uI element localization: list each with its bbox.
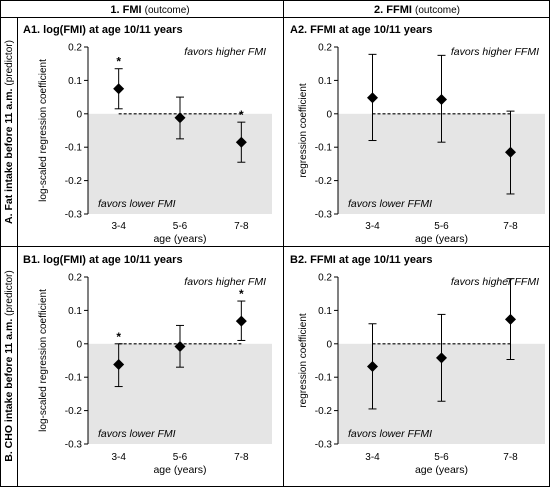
y-tick-label: -0.2 xyxy=(65,176,83,187)
x-axis-label: age (years) xyxy=(153,233,206,245)
y-tick-label: -0.1 xyxy=(65,373,83,384)
x-tick-label: 5-6 xyxy=(173,452,188,463)
column-header-1-name: FMI xyxy=(123,4,142,16)
y-axis-label: regression coefficient xyxy=(298,83,309,178)
column-header-2: 2. FFMI (outcome) xyxy=(374,4,460,16)
annotation-favors-lower: favors lower FFMI xyxy=(348,428,432,440)
y-tick-label: -0.2 xyxy=(315,176,333,187)
data-point-diamond xyxy=(113,83,125,95)
column-header-2-note: (outcome) xyxy=(415,5,460,16)
column-header-2-number: 2. xyxy=(374,4,383,16)
x-tick-label: 5-6 xyxy=(434,452,449,463)
x-tick-label: 3-4 xyxy=(365,221,380,232)
y-axis-label: regression coefficient xyxy=(298,313,309,408)
row-header-b: B. CHO intake before 11 a.m. (predictor) xyxy=(3,270,15,461)
annotation-favors-lower: favors lower FMI xyxy=(98,428,176,440)
column-header-1-number: 1. xyxy=(110,4,119,16)
column-header-1-note: (outcome) xyxy=(145,5,190,16)
data-point-diamond xyxy=(436,352,447,364)
column-header-2-name: FFMI xyxy=(386,4,412,16)
x-tick-label: 3-4 xyxy=(111,452,126,463)
x-axis-label: age (years) xyxy=(415,233,468,245)
data-point-diamond xyxy=(367,92,378,104)
significance-marker: * xyxy=(239,108,244,122)
x-tick-label: 3-4 xyxy=(365,452,380,463)
panels: A1. log(FMI) at age 10/11 years 0.2 0.1 0 -0… xyxy=(23,24,545,476)
data-point-diamond xyxy=(113,359,125,371)
data-point-diamond xyxy=(505,146,516,158)
panel-2: A2. FFMI at age 10/11 years 0.2 0.1 0 -0.1 -0… xyxy=(290,24,545,245)
significance-marker: * xyxy=(116,330,121,344)
annotation-favors-higher: favors higher FMI xyxy=(184,46,266,58)
annotation-favors-higher: favors higher FFMI xyxy=(451,276,539,288)
y-axis-label: log-scaled regression coefficient xyxy=(38,59,49,202)
y-tick-label: 0.2 xyxy=(318,43,332,54)
y-tick-label: 0.1 xyxy=(318,306,332,317)
data-point-diamond xyxy=(436,93,447,105)
y-tick-label: -0.3 xyxy=(315,440,333,451)
y-tick-label: 0.2 xyxy=(68,43,82,54)
y-tick-label: 0.1 xyxy=(68,306,82,317)
y-tick-label: 0.2 xyxy=(318,273,332,284)
y-tick-label: -0.2 xyxy=(315,406,333,417)
data-point-diamond xyxy=(174,112,186,124)
data-point-diamond xyxy=(235,315,247,327)
y-tick-label: 0.1 xyxy=(68,76,82,87)
data-point-diamond xyxy=(235,136,247,148)
x-tick-label: 5-6 xyxy=(173,221,188,232)
y-tick-label: 0 xyxy=(76,339,82,350)
y-tick-label: -0.1 xyxy=(65,143,83,154)
y-tick-label: -0.3 xyxy=(315,210,333,221)
panel-title: A2. FFMI at age 10/11 years xyxy=(290,24,432,36)
y-tick-label: 0 xyxy=(76,109,82,120)
y-tick-label: 0.2 xyxy=(68,273,82,284)
x-tick-label: 7-8 xyxy=(234,452,249,463)
significance-marker: * xyxy=(116,55,121,69)
y-tick-label: -0.3 xyxy=(65,440,83,451)
y-tick-label: 0 xyxy=(326,109,332,120)
row-header-a-title: A. Fat intake before 11 a.m. xyxy=(3,88,15,223)
data-point-diamond xyxy=(505,313,516,325)
x-axis-label: age (years) xyxy=(153,464,206,476)
y-tick-label: -0.1 xyxy=(315,373,333,384)
y-tick-label: -0.2 xyxy=(65,406,83,417)
row-header-b-title: B. CHO intake before 11 a.m. xyxy=(3,319,15,462)
panel-4: B2. FFMI at age 10/11 years 0.2 0.1 0 -0.1 -0… xyxy=(290,254,545,476)
panel-title: B1. log(FMI) at age 10/11 years xyxy=(23,254,183,266)
panel-title: B2. FFMI at age 10/11 years xyxy=(290,254,432,266)
y-tick-label: 0 xyxy=(326,339,332,350)
annotation-favors-lower: favors lower FFMI xyxy=(348,198,432,210)
x-tick-label: 7-8 xyxy=(234,221,249,232)
x-tick-label: 7-8 xyxy=(503,221,518,232)
data-point-diamond xyxy=(367,361,378,373)
data-point-diamond xyxy=(174,340,186,352)
y-axis-label: log-scaled regression coefficient xyxy=(38,289,49,432)
y-tick-label: -0.1 xyxy=(315,143,333,154)
annotation-favors-higher: favors higher FMI xyxy=(184,276,266,288)
x-axis-label: age (years) xyxy=(415,464,468,476)
annotation-favors-higher: favors higher FFMI xyxy=(451,46,539,58)
x-tick-label: 3-4 xyxy=(111,221,126,232)
row-header-b-note: (predictor) xyxy=(4,270,15,316)
column-header-1: 1. FMI (outcome) xyxy=(110,4,189,16)
y-tick-label: 0.1 xyxy=(318,76,332,87)
row-header-a: A. Fat intake before 11 a.m. (predictor) xyxy=(3,40,15,224)
panel-title: A1. log(FMI) at age 10/11 years xyxy=(23,24,183,36)
significance-marker: * xyxy=(239,287,244,301)
annotation-favors-lower: favors lower FMI xyxy=(98,198,176,210)
panel-3: B1. log(FMI) at age 10/11 years 0.2 0.1 0 -0… xyxy=(23,254,272,476)
y-tick-label: -0.3 xyxy=(65,210,83,221)
x-tick-label: 5-6 xyxy=(434,221,449,232)
row-header-a-note: (predictor) xyxy=(4,40,15,86)
panel-1: A1. log(FMI) at age 10/11 years 0.2 0.1 0 -0… xyxy=(23,24,272,245)
x-tick-label: 7-8 xyxy=(503,452,518,463)
